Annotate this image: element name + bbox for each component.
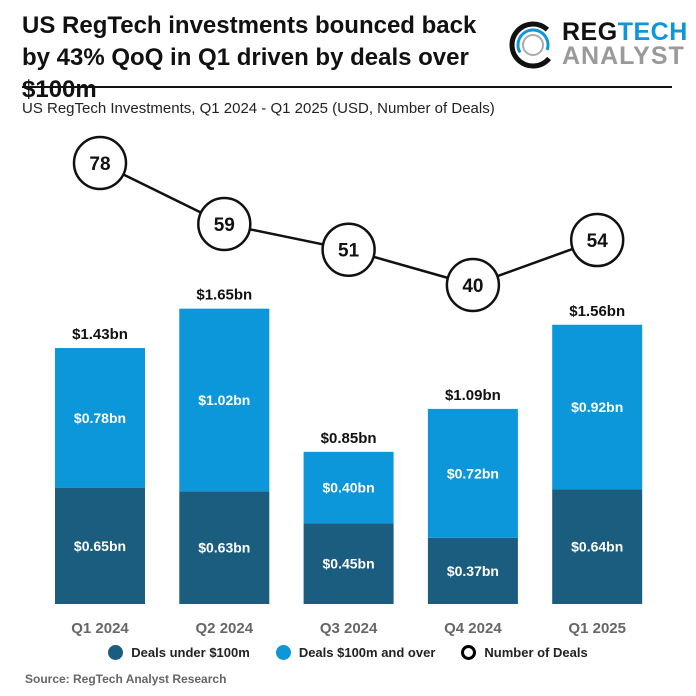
bar-total-label: $0.85bn — [321, 430, 377, 447]
bar-total-label: $1.65bn — [196, 287, 252, 304]
logo-text-regtech: REGTECH — [562, 18, 688, 46]
x-tick-label: Q1 2025 — [568, 620, 626, 637]
bar-segment-label: $0.37bn — [447, 563, 499, 579]
bar-segment — [427, 408, 518, 538]
x-tick-label: Q1 2024 — [71, 620, 129, 637]
chart-title: US RegTech investments bounced back by 4… — [22, 12, 477, 103]
bar-total-label: $1.09bn — [445, 387, 501, 404]
deals-count-label: 51 — [338, 241, 360, 262]
deals-count-label: 59 — [214, 215, 235, 236]
bar-segment-label: $0.65bn — [74, 538, 126, 554]
deals-bubble — [321, 222, 376, 277]
legend-swatch — [108, 645, 124, 660]
x-tick-label: Q2 2024 — [196, 620, 254, 637]
bar-segment-label: $0.78bn — [74, 410, 126, 426]
bar-segment-label: $0.63bn — [198, 540, 250, 556]
deals-bubble — [569, 212, 625, 268]
source-note: Source: RegTech Analyst Research — [25, 672, 227, 686]
bar-segment — [427, 537, 518, 604]
legend-swatch — [275, 645, 291, 660]
deals-count-label: 78 — [89, 154, 110, 175]
bar-segment-label: $1.02bn — [198, 392, 250, 408]
x-tick-label: Q4 2024 — [444, 620, 502, 637]
deals-count-label: 40 — [462, 276, 483, 297]
bar-segment — [55, 487, 145, 604]
bar-segment — [303, 451, 394, 524]
legend-item-under-100m: Deals under $100m — [108, 645, 250, 660]
deals-bubble — [197, 196, 252, 252]
bar-segment-label: $0.92bn — [571, 399, 623, 415]
logo-text-analyst: ANALYST — [562, 42, 685, 70]
legend-swatch — [461, 645, 477, 660]
deals-bubble — [72, 135, 128, 191]
legend-item-number-of-deals: Number of Deals — [461, 645, 588, 660]
bar-segment — [552, 324, 643, 490]
bar-segment-label: $0.45bn — [323, 556, 375, 572]
bar-segment — [552, 489, 643, 604]
deals-count-label: 54 — [587, 231, 609, 252]
chart-subtitle: US RegTech Investments, Q1 2024 - Q1 202… — [22, 100, 495, 117]
bar-segment-label: $0.72bn — [447, 465, 499, 481]
logo-ring-icon — [509, 21, 557, 69]
bar-total-label: $1.43bn — [72, 326, 128, 343]
bar-segment-label: $0.40bn — [323, 480, 375, 496]
legend-label: Deals under $100m — [131, 645, 250, 660]
legend: Deals under $100m Deals $100m and over N… — [0, 645, 696, 660]
bar-segment — [55, 348, 145, 488]
bar-segment — [179, 491, 270, 604]
bar-segment — [303, 523, 394, 604]
legend-label: Number of Deals — [484, 645, 588, 660]
bar-total-label: $1.56bn — [569, 303, 625, 320]
legend-label: Deals $100m and over — [298, 645, 436, 660]
deals-bubble — [445, 257, 501, 313]
bar-segment — [179, 308, 270, 492]
regtech-analyst-logo: REGTECH ANALYST — [508, 18, 688, 70]
x-tick-label: Q3 2024 — [320, 620, 378, 637]
title-divider — [22, 86, 672, 88]
bar-segment-label: $0.64bn — [571, 539, 623, 555]
legend-item-100m-and-over: Deals $100m and over — [275, 645, 436, 660]
